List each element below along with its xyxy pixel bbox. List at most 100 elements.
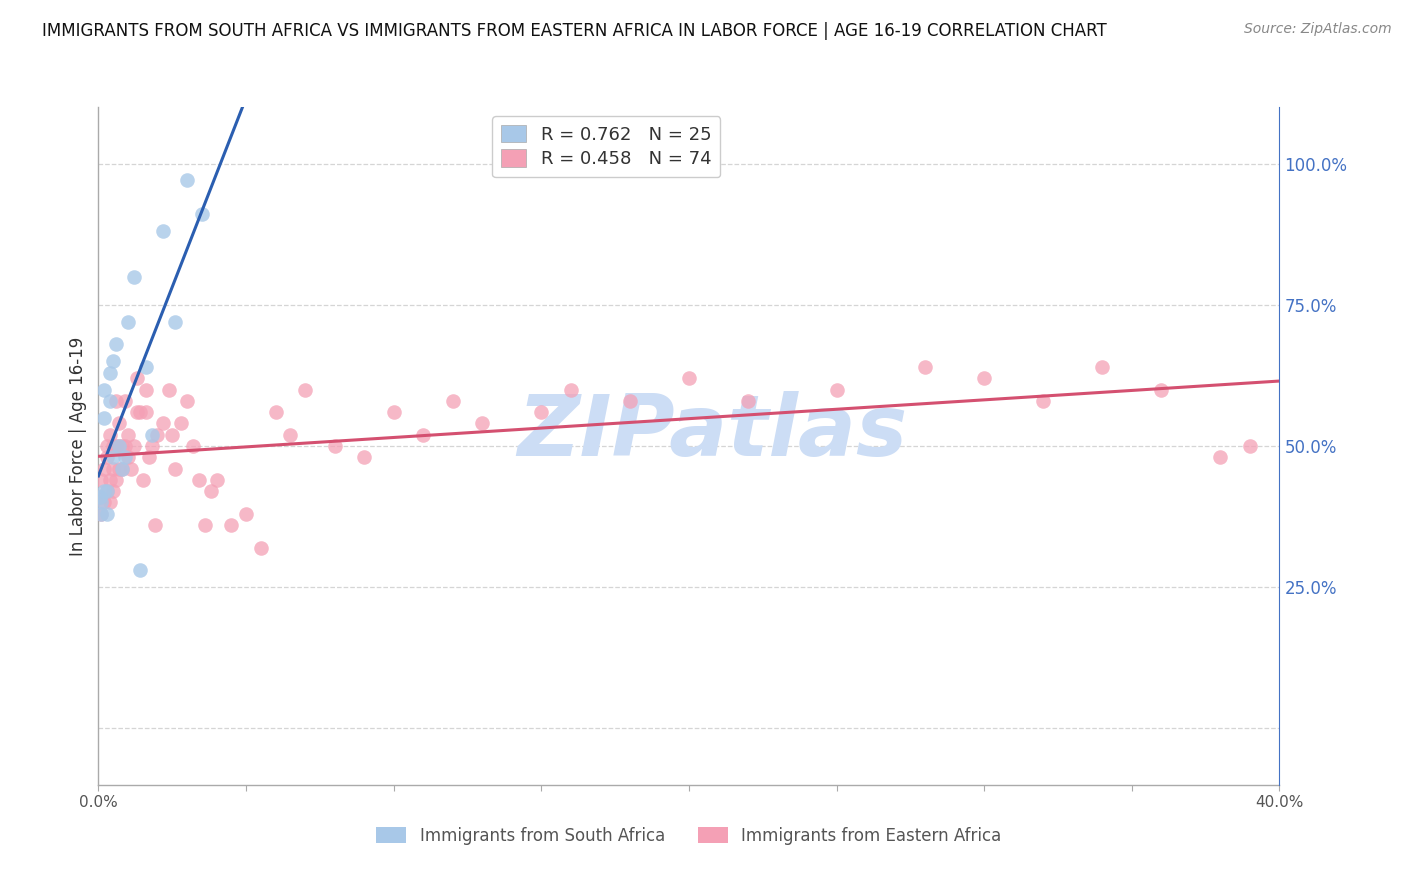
Point	[205, 473, 228, 487]
Point	[103, 439, 125, 453]
Point	[128, 405, 150, 419]
Point	[825, 383, 848, 397]
Point	[141, 439, 163, 453]
Point	[108, 417, 131, 431]
Point	[187, 473, 209, 487]
Text: Source: ZipAtlas.com: Source: ZipAtlas.com	[1244, 22, 1392, 37]
Point	[128, 563, 150, 577]
Point	[176, 173, 198, 187]
Point	[143, 518, 166, 533]
Point	[96, 507, 118, 521]
Point	[96, 450, 118, 465]
Point	[138, 450, 160, 465]
Text: IMMIGRANTS FROM SOUTH AFRICA VS IMMIGRANTS FROM EASTERN AFRICA IN LABOR FORCE | : IMMIGRANTS FROM SOUTH AFRICA VS IMMIGRAN…	[42, 22, 1107, 40]
Point	[146, 427, 169, 442]
Point	[157, 383, 180, 397]
Point	[93, 383, 115, 397]
Point	[619, 393, 641, 408]
Point	[162, 427, 183, 442]
Point	[1032, 393, 1054, 408]
Point	[323, 439, 346, 453]
Point	[471, 417, 494, 431]
Point	[122, 269, 145, 284]
Point	[98, 393, 121, 408]
Text: ZIPatlas: ZIPatlas	[517, 391, 908, 474]
Point	[135, 359, 157, 374]
Point	[678, 371, 700, 385]
Point	[117, 427, 139, 442]
Point	[165, 315, 187, 329]
Point	[235, 507, 257, 521]
Point	[108, 439, 131, 453]
Point	[105, 473, 128, 487]
Point	[114, 439, 136, 453]
Point	[114, 450, 136, 465]
Point	[93, 461, 115, 475]
Point	[181, 439, 204, 453]
Point	[737, 393, 759, 408]
Point	[89, 490, 111, 504]
Point	[103, 484, 125, 499]
Point	[152, 417, 174, 431]
Point	[105, 393, 128, 408]
Point	[412, 427, 434, 442]
Point	[1209, 450, 1232, 465]
Point	[973, 371, 995, 385]
Point	[105, 439, 128, 453]
Legend: Immigrants from South Africa, Immigrants from Eastern Africa: Immigrants from South Africa, Immigrants…	[370, 820, 1008, 851]
Point	[90, 473, 112, 487]
Point	[89, 490, 111, 504]
Point	[125, 371, 148, 385]
Point	[1239, 439, 1261, 453]
Point	[93, 484, 115, 499]
Point	[96, 484, 118, 499]
Point	[98, 427, 121, 442]
Point	[200, 484, 222, 499]
Point	[114, 393, 136, 408]
Point	[90, 507, 112, 521]
Point	[111, 439, 134, 453]
Point	[264, 405, 287, 419]
Point	[111, 461, 134, 475]
Point	[103, 354, 125, 368]
Point	[135, 383, 157, 397]
Point	[141, 427, 163, 442]
Point	[96, 439, 118, 453]
Point	[560, 383, 582, 397]
Point	[120, 461, 142, 475]
Point	[98, 495, 121, 509]
Point	[194, 518, 217, 533]
Point	[90, 495, 112, 509]
Point	[111, 461, 134, 475]
Point	[152, 224, 174, 238]
Y-axis label: In Labor Force | Age 16-19: In Labor Force | Age 16-19	[69, 336, 87, 556]
Point	[530, 405, 553, 419]
Point	[108, 461, 131, 475]
Point	[93, 410, 115, 425]
Point	[441, 393, 464, 408]
Point	[382, 405, 405, 419]
Point	[103, 461, 125, 475]
Point	[132, 473, 155, 487]
Point	[125, 405, 148, 419]
Point	[353, 450, 375, 465]
Point	[191, 207, 214, 221]
Point	[1150, 383, 1173, 397]
Point	[280, 427, 302, 442]
Point	[176, 393, 198, 408]
Point	[117, 450, 139, 465]
Point	[93, 495, 115, 509]
Point	[1091, 359, 1114, 374]
Point	[108, 439, 131, 453]
Point	[221, 518, 243, 533]
Point	[170, 417, 193, 431]
Point	[250, 541, 273, 555]
Point	[117, 315, 139, 329]
Point	[914, 359, 936, 374]
Point	[294, 383, 316, 397]
Point	[98, 473, 121, 487]
Point	[103, 450, 125, 465]
Point	[165, 461, 187, 475]
Point	[90, 507, 112, 521]
Point	[105, 337, 128, 351]
